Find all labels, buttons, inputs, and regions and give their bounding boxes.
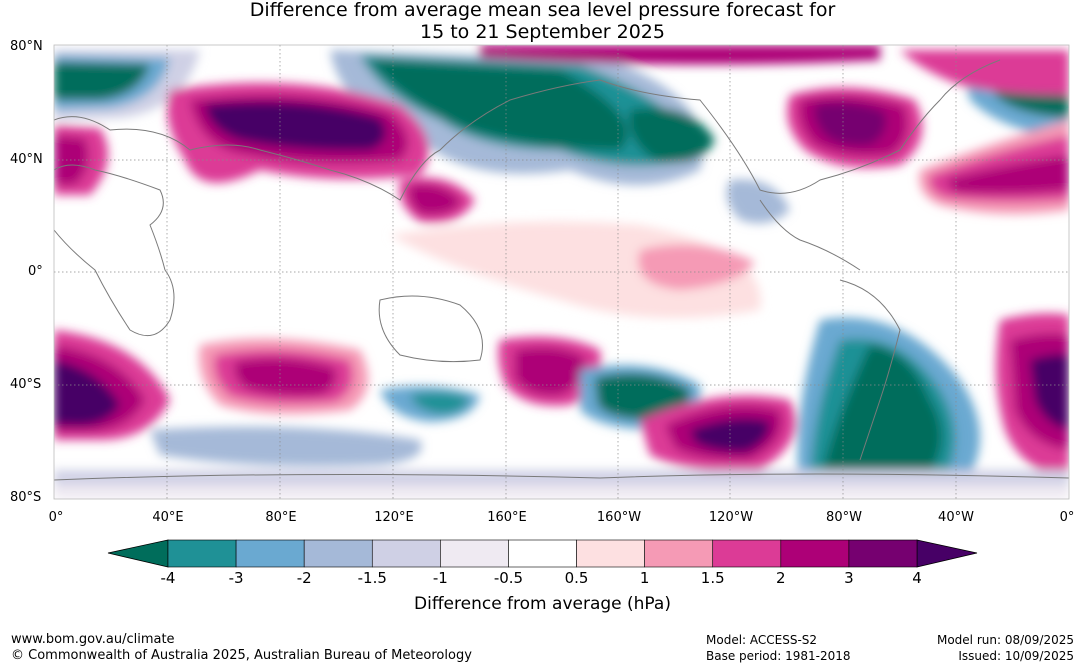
- colorbar-bin: [576, 539, 645, 568]
- footer-model: Model: ACCESS-S2: [706, 633, 818, 647]
- colorbar-bin: [644, 539, 714, 568]
- footer-copyright: © Commonwealth of Australia 2025, Austra…: [11, 648, 472, 663]
- footer-issued: Issued: 10/09/2025: [958, 649, 1074, 663]
- lon-label-120e: 120°E: [374, 510, 414, 525]
- lon-label-160w: 160°W: [596, 510, 642, 525]
- lat-label-80n: 80°N: [10, 39, 43, 54]
- footer-url: www.bom.gov.au/climate: [11, 632, 175, 647]
- colorbar-tick-label: 4: [912, 569, 922, 587]
- colorbar-tick-label: 3: [844, 569, 854, 587]
- colorbar-low-extend: [107, 539, 169, 568]
- footer-model-run: Model run: 08/09/2025: [936, 633, 1074, 647]
- lon-label-0-right: 0°: [1059, 510, 1075, 525]
- colorbar-tick-label: -3: [228, 569, 244, 587]
- colorbar-label: Difference from average (hPa): [414, 594, 671, 614]
- colorbar-bin: [235, 539, 305, 568]
- colorbar-bin: [303, 539, 373, 568]
- lon-label-160e: 160°E: [487, 510, 527, 525]
- lon-label-40e: 40°E: [152, 510, 184, 525]
- lon-label-0-left: 0°: [48, 510, 64, 525]
- colorbar-bin: [371, 539, 441, 568]
- colorbar-tick-label: -0.5: [493, 569, 524, 587]
- coastlines: [54, 59, 1069, 481]
- lat-label-equator: 0°: [28, 264, 43, 279]
- map-title-line1: Difference from average mean sea level p…: [249, 0, 836, 21]
- colorbar-high-extend: [916, 539, 978, 568]
- map-title-line2: 15 to 21 September 2025: [420, 21, 665, 43]
- colorbar-bin: [780, 539, 850, 568]
- lon-label-120w: 120°W: [708, 510, 754, 525]
- colorbar-tick-label: -1.5: [357, 569, 387, 587]
- map-panel: [54, 45, 1069, 499]
- lat-label-40n: 40°N: [10, 152, 43, 167]
- colorbar-tick-label: 0.5: [564, 569, 589, 587]
- footer-base-period: Base period: 1981-2018: [706, 649, 851, 663]
- colorbar-bin: [440, 539, 509, 568]
- lat-label-80s: 80°S: [10, 490, 42, 505]
- colorbar: [107, 539, 978, 568]
- colorbar-bin: [508, 539, 577, 568]
- anomaly-field: [54, 45, 1069, 499]
- lon-label-80w: 80°W: [826, 510, 862, 525]
- colorbar-tick-label: 1: [639, 569, 650, 587]
- colorbar-tick-label: -1: [432, 569, 448, 587]
- colorbar-bin: [167, 539, 237, 568]
- colorbar-tick-label: -4: [160, 569, 176, 587]
- graticule: [54, 45, 1069, 499]
- colorbar-bin: [712, 539, 782, 568]
- lat-label-40s: 40°S: [10, 377, 42, 392]
- lon-label-40w: 40°W: [938, 510, 974, 525]
- colorbar-bin: [848, 539, 918, 568]
- colorbar-tick-label: 2: [776, 569, 786, 587]
- colorbar-tick-label: 1.5: [700, 569, 725, 587]
- lon-label-80e: 80°E: [265, 510, 297, 525]
- colorbar-tick-label: -2: [296, 569, 312, 587]
